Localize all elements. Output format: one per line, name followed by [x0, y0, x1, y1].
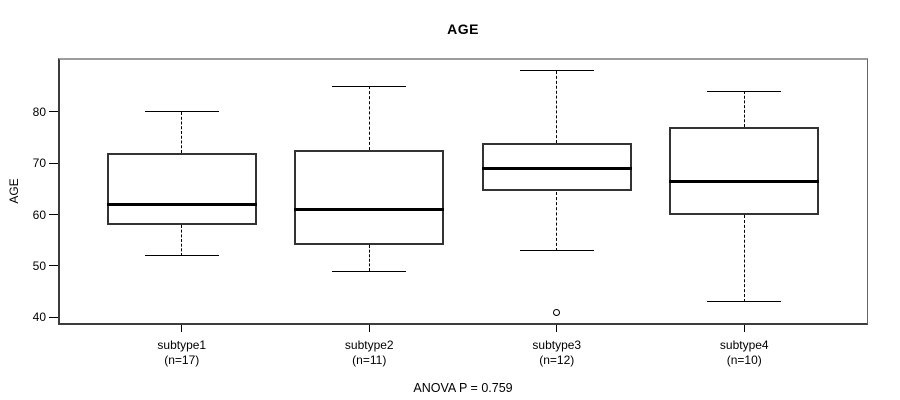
- median-line: [106, 202, 257, 206]
- y-tick: [49, 214, 58, 216]
- x-tick: [556, 325, 558, 332]
- y-tick-label: 80: [32, 104, 46, 119]
- n-label: (n=11): [352, 353, 387, 367]
- x-tick: [368, 325, 370, 332]
- outlier-point: [553, 308, 561, 316]
- y-tick: [49, 265, 58, 267]
- median-line: [481, 166, 632, 170]
- y-tick-label: 40: [32, 310, 46, 325]
- iqr-box: [669, 127, 820, 215]
- lower-whisker: [368, 245, 370, 272]
- lower-whisker: [181, 224, 183, 256]
- lower-whisker: [743, 214, 745, 302]
- anova-p-annotation: ANOVA P = 0.759: [413, 381, 513, 395]
- y-tick: [49, 316, 58, 318]
- upper-whisker-cap: [519, 70, 594, 72]
- x-category-label: subtype3 (n=12): [532, 338, 581, 368]
- chart-title: AGE: [447, 21, 479, 37]
- x-category-label: subtype1 (n=17): [157, 338, 206, 368]
- subtype-label: subtype3: [532, 338, 582, 352]
- x-tick: [743, 325, 745, 332]
- lower-whisker-cap: [519, 250, 594, 252]
- upper-whisker: [368, 86, 370, 151]
- lower-whisker-cap: [144, 255, 219, 257]
- y-tick-label: 50: [32, 258, 46, 273]
- upper-whisker: [181, 111, 183, 153]
- y-tick: [49, 111, 58, 113]
- lower-whisker-cap: [707, 301, 782, 303]
- upper-whisker: [743, 91, 745, 128]
- n-label: (n=12): [539, 353, 575, 367]
- median-line: [294, 207, 445, 211]
- upper-whisker-cap: [144, 111, 219, 113]
- x-tick: [181, 325, 183, 332]
- y-tick-label: 60: [32, 207, 46, 222]
- iqr-box: [294, 150, 445, 246]
- subtype-label: subtype2: [344, 338, 394, 352]
- subtype-label: subtype4: [719, 338, 769, 352]
- upper-whisker-cap: [332, 85, 407, 87]
- n-label: (n=17): [164, 353, 200, 367]
- upper-whisker-cap: [707, 90, 782, 92]
- y-tick: [49, 162, 58, 164]
- median-line: [669, 179, 820, 183]
- lower-whisker-cap: [332, 270, 407, 272]
- x-category-label: subtype4 (n=10): [720, 338, 769, 368]
- upper-whisker: [556, 70, 558, 143]
- iqr-box: [106, 152, 257, 225]
- y-tick-label: 70: [32, 156, 46, 171]
- subtype-label: subtype1: [157, 338, 207, 352]
- n-label: (n=10): [726, 353, 762, 367]
- lower-whisker: [556, 191, 558, 251]
- x-category-label: subtype2 (n=11): [345, 338, 394, 368]
